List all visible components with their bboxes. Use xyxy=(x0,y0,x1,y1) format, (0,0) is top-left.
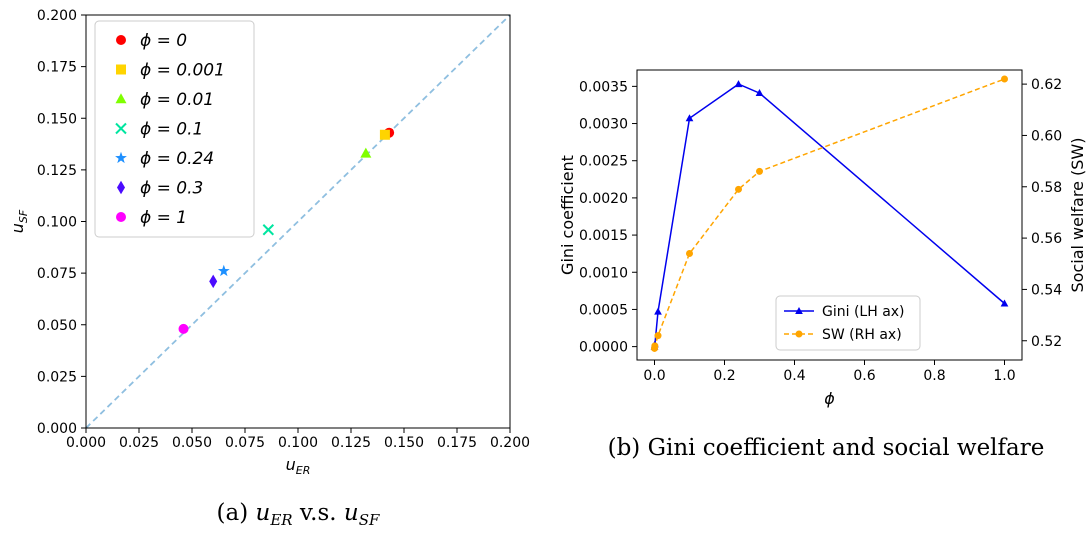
x-tick-label: 0.8 xyxy=(923,368,945,384)
legend-box xyxy=(94,20,255,238)
x-tick-label: 0.200 xyxy=(490,435,530,451)
y-tick-label: 0.125 xyxy=(37,163,77,179)
x-tick-label: 0.0 xyxy=(643,368,665,384)
series-0-point-2 xyxy=(654,307,662,315)
y-left-tick-label: 0.0000 xyxy=(579,340,628,356)
plot-frame xyxy=(636,69,1023,361)
x-tick-label: 0.125 xyxy=(331,435,371,451)
x-tick-label: 0.050 xyxy=(172,435,212,451)
chart-a: 0.000 0.025 0.050 0.075 0.100 0.125 0.150 0.175… xyxy=(8,8,530,477)
legend-marker-0 xyxy=(795,306,803,314)
y-tick-label: 0.150 xyxy=(37,111,77,127)
series-1-point-5 xyxy=(756,167,763,175)
legend-marker-1 xyxy=(795,330,803,338)
legend-marker-2 xyxy=(115,93,127,104)
y-axis-label: uSF xyxy=(8,209,30,233)
x-tick-label: 0.6 xyxy=(853,368,875,384)
series-1-point-3 xyxy=(686,249,693,257)
y-right-axis-label: Social welfare (SW) xyxy=(1068,138,1087,293)
legend-label-2: ϕ = 0.01 xyxy=(140,90,214,110)
y-left-tick-label: 0.0020 xyxy=(579,191,628,207)
legend-marker-6 xyxy=(116,212,126,222)
x-tick-label: 0.175 xyxy=(437,435,477,451)
y-right-tick-label: 0.54 xyxy=(1031,282,1062,298)
series-0-point-3 xyxy=(685,114,694,122)
legend-label-4: ϕ = 0.24 xyxy=(140,149,214,169)
x-stroke xyxy=(262,224,275,236)
x-tick-label: 1.0 xyxy=(993,368,1015,384)
series-0-point-6 xyxy=(1000,299,1009,307)
reference-diagonal xyxy=(85,14,511,429)
caption-b: (b) Gini coefficient and social welfare xyxy=(608,435,1045,461)
y-left-tick-label: 0.0035 xyxy=(579,79,628,95)
y-left-tick-label: 0.0025 xyxy=(579,154,628,170)
legend-label-1: SW (RH ax) xyxy=(822,327,902,343)
point-1 xyxy=(379,129,390,140)
y-tick-label: 0.175 xyxy=(37,60,77,76)
x-tick-label: 0.4 xyxy=(783,368,805,384)
x-tick-label: 0.150 xyxy=(384,435,424,451)
y-left-tick-label: 0.0015 xyxy=(579,228,628,244)
legend-label-5: ϕ = 0.3 xyxy=(140,179,203,199)
y-left-axis-label: Gini coefficient xyxy=(558,155,577,275)
legend-label-3: ϕ = 0.1 xyxy=(140,120,203,140)
series-1-point-4 xyxy=(735,185,742,193)
point-3 xyxy=(262,224,275,236)
y-tick-label: 0.000 xyxy=(37,421,77,437)
x-tick-label: 0.2 xyxy=(713,368,735,384)
x-tick-label: 0.075 xyxy=(225,435,265,451)
legend-marker-0 xyxy=(116,35,126,45)
chart-b: 0.0 0.2 0.4 0.6 0.8 1.0 0.0000 0.0005 0.0010 0.00… xyxy=(558,69,1087,408)
legend-marker-1 xyxy=(116,64,126,75)
x-axis-label: uER xyxy=(286,455,311,477)
y-tick-label: 0.200 xyxy=(37,8,77,24)
y-right-tick-label: 0.52 xyxy=(1031,334,1062,350)
x-stroke xyxy=(115,122,127,135)
y-right-tick-label: 0.62 xyxy=(1031,77,1062,93)
legend-box xyxy=(775,295,921,351)
series-1-point-2 xyxy=(654,332,662,340)
y-tick-label: 0.100 xyxy=(37,215,77,231)
series-1-point-6 xyxy=(1001,75,1008,83)
y-tick-label: 0.075 xyxy=(37,266,77,282)
x-tick-label: 0.025 xyxy=(119,435,159,451)
y-left-tick-label: 0.0010 xyxy=(579,265,628,281)
legend-label-0: Gini (LH ax) xyxy=(822,304,905,320)
y-tick-label: 0.025 xyxy=(37,369,77,385)
x-tick-label: 0.100 xyxy=(278,435,318,451)
point-6 xyxy=(178,323,189,334)
x-axis-label: ϕ xyxy=(824,389,835,408)
legend-marker-5 xyxy=(117,180,125,195)
x-tick-label: 0.000 xyxy=(66,435,106,451)
point-5 xyxy=(209,274,218,289)
legend-marker-4 xyxy=(115,151,127,164)
legend-label-1: ϕ = 0.001 xyxy=(140,61,225,81)
legend-label-6: ϕ = 1 xyxy=(140,208,187,228)
legend-label-0: ϕ = 0 xyxy=(140,31,187,51)
point-4 xyxy=(217,264,230,277)
y-left-tick-label: 0.0030 xyxy=(579,117,628,133)
y-right-tick-label: 0.58 xyxy=(1031,180,1062,196)
y-right-tick-label: 0.60 xyxy=(1031,128,1062,144)
legend-marker-3 xyxy=(115,122,127,135)
y-right-tick-label: 0.56 xyxy=(1031,231,1062,247)
caption-a: (a) uER v.s. uSF xyxy=(217,500,380,529)
point-2 xyxy=(360,147,372,158)
series-1-point-1 xyxy=(651,342,659,350)
y-left-tick-label: 0.0005 xyxy=(579,302,628,318)
series-0-point-4 xyxy=(734,80,743,88)
series-0-point-5 xyxy=(755,89,764,97)
y-tick-label: 0.050 xyxy=(37,318,77,334)
